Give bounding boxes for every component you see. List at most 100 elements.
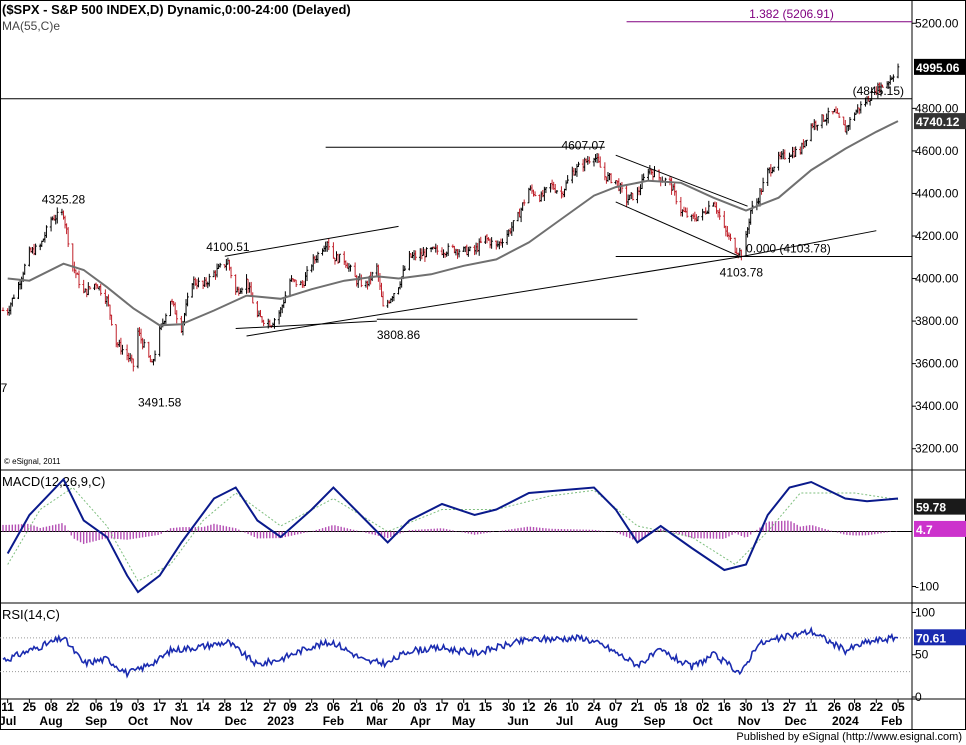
rsi-label: RSI(14,C) bbox=[2, 607, 60, 622]
last-price-tag-bg bbox=[914, 58, 966, 75]
x-tick-label: 17 bbox=[153, 700, 167, 714]
x-tick-label: 07 bbox=[609, 700, 623, 714]
x-month-label: Feb bbox=[881, 714, 902, 728]
x-tick-label: 24 bbox=[587, 700, 601, 714]
x-tick-label: 27 bbox=[783, 700, 797, 714]
x-tick-label: 22 bbox=[870, 700, 884, 714]
label-high-4325: 4325.28 bbox=[42, 192, 86, 206]
price-tick-label: 4800.00 bbox=[915, 101, 959, 115]
last-price-tag: 4995.06 bbox=[916, 61, 960, 75]
price-tick-label: 4600.00 bbox=[915, 144, 959, 158]
price-tick-label: 5200.00 bbox=[915, 16, 959, 30]
macd-tick-label: -100 bbox=[915, 580, 939, 594]
macd-label: MACD(12,26,9,C) bbox=[2, 474, 105, 489]
x-tick-label: 30 bbox=[502, 700, 516, 714]
x-tick-label: 10 bbox=[566, 700, 580, 714]
ma-last-tag: 4740.12 bbox=[916, 115, 960, 129]
x-month-label: 2023 bbox=[267, 714, 294, 728]
x-tick-label: 23 bbox=[305, 700, 319, 714]
macd-last-tag-bg bbox=[914, 498, 966, 515]
x-month-label: Oct bbox=[693, 714, 713, 728]
price-candles bbox=[1, 63, 900, 372]
rsi-last-tag: 70.61 bbox=[916, 631, 946, 645]
x-month-label: May bbox=[452, 714, 476, 728]
x-tick-label: 03 bbox=[414, 700, 428, 714]
x-tick-label: 05 bbox=[654, 700, 668, 714]
chart-title: ($SPX - S&P 500 INDEX,D) Dynamic,0:00-24… bbox=[2, 2, 351, 17]
price-tick-label: 3800.00 bbox=[915, 314, 959, 328]
x-tick-label: 22 bbox=[66, 700, 80, 714]
label-low-3808: 3808.86 bbox=[377, 328, 421, 342]
x-month-label: Oct bbox=[128, 714, 148, 728]
x-month-label: Sep bbox=[85, 714, 107, 728]
label-low-4103: 4103.78 bbox=[720, 265, 764, 279]
x-tick-label: 31 bbox=[175, 700, 189, 714]
x-tick-label: 12 bbox=[240, 700, 254, 714]
fib-1382-label: 1.382 (5206.91) bbox=[749, 7, 834, 21]
price-tick-label: 3400.00 bbox=[915, 399, 959, 413]
rsi-tick-label: 50 bbox=[915, 648, 929, 662]
x-tick-label: 08 bbox=[848, 700, 862, 714]
x-tick-label: 20 bbox=[392, 700, 406, 714]
x-tick-label: 06 bbox=[89, 700, 103, 714]
x-tick-label: 16 bbox=[718, 700, 732, 714]
x-month-label: Apr bbox=[410, 714, 431, 728]
x-tick-label: 19 bbox=[110, 700, 124, 714]
macd-last-tag: 59.78 bbox=[916, 501, 946, 515]
label-low-3491: 3491.58 bbox=[138, 396, 182, 410]
ma-last-tag-bg bbox=[914, 113, 966, 130]
x-tick-label: 14 bbox=[196, 700, 210, 714]
footer: Published by eSignal (http://www.esignal… bbox=[0, 731, 966, 745]
x-month-label: Mar bbox=[366, 714, 388, 728]
channel-upper-line bbox=[224, 225, 399, 257]
x-month-label: Jun bbox=[507, 714, 528, 728]
wedge-lower-line bbox=[615, 201, 742, 258]
x-tick-label: 05 bbox=[891, 700, 905, 714]
x-tick-label: 27 bbox=[263, 700, 277, 714]
x-tick-label: 02 bbox=[696, 700, 710, 714]
x-month-label: Dec bbox=[785, 714, 807, 728]
resistance-4845-label: (4845.15) bbox=[853, 84, 904, 98]
x-month-label: Nov bbox=[738, 714, 761, 728]
macd-line bbox=[6, 477, 899, 594]
x-tick-label: 01 bbox=[457, 700, 471, 714]
rsi-tick-label: 100 bbox=[915, 605, 935, 619]
x-month-label: Aug bbox=[39, 714, 62, 728]
macd-histogram bbox=[2, 520, 898, 544]
left-cut-label: 37 bbox=[0, 381, 8, 395]
x-tick-label: 30 bbox=[739, 700, 753, 714]
x-tick-label: 09 bbox=[283, 700, 297, 714]
ma-55-line bbox=[7, 120, 899, 327]
x-month-label: Jul bbox=[0, 714, 16, 728]
x-month-label: Feb bbox=[323, 714, 344, 728]
x-tick-label: 17 bbox=[435, 700, 449, 714]
x-month-label: Dec bbox=[225, 714, 247, 728]
x-tick-label: 13 bbox=[761, 700, 775, 714]
x-month-label: 2024 bbox=[832, 714, 859, 728]
x-tick-label: 08 bbox=[44, 700, 58, 714]
x-tick-label: 18 bbox=[674, 700, 688, 714]
x-tick-label: 25 bbox=[23, 700, 37, 714]
x-tick-label: 06 bbox=[327, 700, 341, 714]
x-tick-label: 28 bbox=[218, 700, 232, 714]
label-high-4607: 4607.07 bbox=[561, 138, 605, 152]
x-tick-label: 11 bbox=[805, 700, 818, 714]
long-uptrend-line bbox=[246, 256, 742, 337]
price-tick-label: 4000.00 bbox=[915, 272, 959, 286]
hist-last-tag: 4.7 bbox=[916, 523, 933, 537]
uptrend-extension-line bbox=[741, 230, 877, 258]
x-tick-label: 26 bbox=[544, 700, 558, 714]
label-fib-zero: 0.000 (4103.78) bbox=[746, 241, 831, 255]
price-tick-label: 3200.00 bbox=[915, 442, 959, 456]
price-tick-label: 4200.00 bbox=[915, 229, 959, 243]
rsi-line bbox=[2, 626, 899, 679]
rsi-tick-label: 0 bbox=[915, 690, 922, 704]
macd-signal-line bbox=[7, 486, 899, 582]
hist-last-tag-bg bbox=[914, 520, 966, 537]
x-tick-label: 12 bbox=[522, 700, 536, 714]
x-month-label: Aug bbox=[595, 714, 618, 728]
x-tick-label: 06 bbox=[370, 700, 384, 714]
x-tick-label: 15 bbox=[479, 700, 493, 714]
price-tick-label: 4400.00 bbox=[915, 186, 959, 200]
